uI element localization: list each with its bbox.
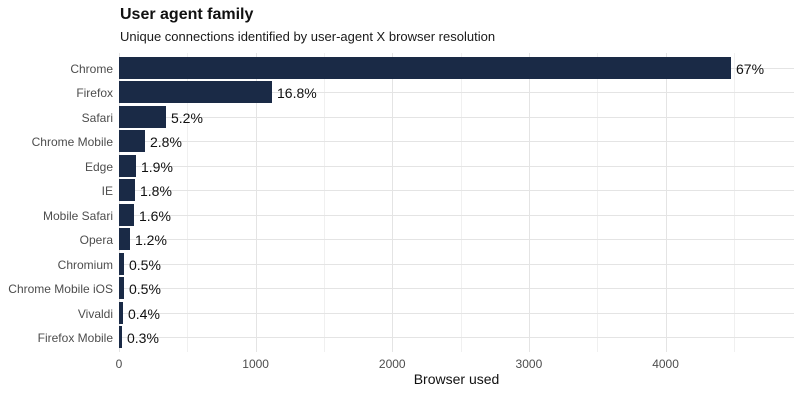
x-axis-title: Browser used [413,371,500,387]
value-label-mobile-safari: 1.6% [139,208,171,224]
minor-gridline-500 [187,53,189,352]
category-label-firefox: Firefox [76,86,113,100]
x-tick-label-0: 0 [115,357,123,371]
value-label-opera: 1.2% [135,232,167,248]
row-gridline-chrome-mobile [119,141,794,142]
minor-gridline-2500 [460,53,462,352]
value-label-firefox: 16.8% [277,85,317,101]
category-label-chromium: Chromium [57,258,113,272]
major-gridline-2000 [392,53,394,352]
category-label-opera: Opera [79,233,113,247]
category-label-firefox-mobile: Firefox Mobile [37,331,113,345]
row-gridline-safari [119,117,794,118]
category-label-chrome-mobile: Chrome Mobile [31,135,113,149]
row-gridline-ie [119,190,794,191]
value-label-chromium: 0.5% [129,257,161,273]
bar-opera [119,228,130,250]
minor-gridline-3500 [597,53,599,352]
row-gridline-chrome-mobile-ios [119,288,794,289]
category-label-safari: Safari [81,111,113,125]
major-gridline-4000 [665,53,667,352]
row-gridline-vivaldi [119,313,794,314]
bar-chromium [119,253,124,275]
bar-firefox-mobile [119,326,122,348]
row-gridline-mobile-safari [119,215,794,216]
chart-title: User agent family [120,6,254,23]
bar-ie [119,179,135,201]
x-tick-label-2000: 2000 [378,357,406,371]
x-tick-label-4000: 4000 [652,357,679,371]
bar-firefox [119,81,272,103]
row-gridline-firefox-mobile [119,337,794,338]
major-gridline-3000 [528,53,530,352]
bar-mobile-safari [119,204,134,226]
value-label-ie: 1.8% [140,183,172,199]
bar-chrome-mobile [119,130,145,152]
minor-gridline-1500 [323,53,325,352]
category-label-vivaldi: Vivaldi [77,307,113,321]
value-label-edge: 1.9% [141,159,173,175]
category-label-edge: Edge [84,160,113,174]
value-label-safari: 5.2% [171,110,203,126]
value-label-vivaldi: 0.4% [128,306,160,322]
bar-safari [119,106,166,128]
bar-chrome-mobile-ios [119,277,124,299]
bar-chrome [119,57,731,79]
category-label-ie: IE [101,184,113,198]
x-tick-label-3000: 3000 [515,357,543,371]
value-label-chrome-mobile-ios: 0.5% [129,281,161,297]
x-tick-label-1000: 1000 [242,357,269,371]
major-gridline-1000 [255,53,257,352]
row-gridline-chromium [119,264,794,265]
row-gridline-firefox [119,92,794,93]
value-label-chrome: 67% [736,61,765,77]
category-label-mobile-safari: Mobile Safari [42,209,113,223]
bar-vivaldi [119,302,123,324]
bar-edge [119,155,136,177]
category-label-chrome-mobile-ios: Chrome Mobile iOS [8,282,113,296]
minor-gridline-4500 [733,53,735,352]
major-gridline-0 [119,53,120,352]
value-label-firefox-mobile: 0.3% [127,330,159,346]
category-label-chrome: Chrome [70,62,113,76]
row-gridline-edge [119,166,794,167]
value-label-chrome-mobile: 2.8% [150,134,182,150]
row-gridline-opera [119,239,794,240]
chart-subtitle: Unique connections identified by user-ag… [120,29,496,44]
